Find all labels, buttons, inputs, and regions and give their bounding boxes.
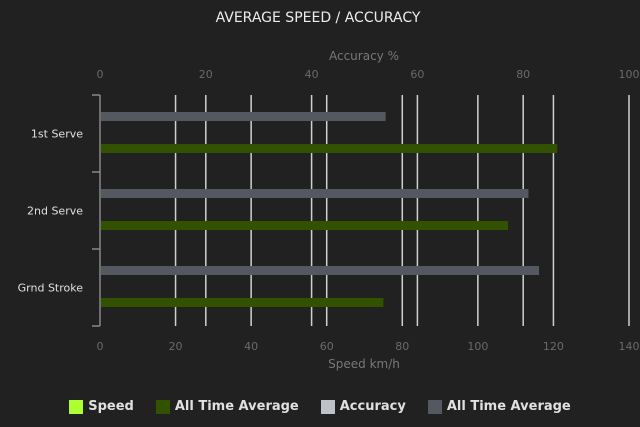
legend-swatch — [427, 399, 442, 414]
legend-item-accuracy-avg[interactable]: All Time Average — [427, 399, 571, 414]
legend-label: All Time Average — [174, 399, 299, 414]
bottom-tick-label: 140 — [619, 340, 640, 353]
category-label: 2nd Serve — [27, 205, 83, 218]
bar-accuracy-average — [101, 266, 540, 275]
legend-label: Speed — [88, 399, 134, 414]
category-label: 1st Serve — [31, 128, 83, 141]
top-axis-label: Accuracy % — [329, 49, 399, 63]
bottom-tick-label: 60 — [320, 340, 334, 353]
legend-swatch — [155, 399, 170, 414]
bottom-tick-label: 80 — [395, 340, 409, 353]
legend-label: Accuracy — [339, 399, 406, 414]
bar-speed-average — [101, 221, 509, 230]
bar-accuracy-average — [101, 189, 529, 198]
top-tick-label: 60 — [410, 68, 424, 81]
bottom-tick-label: 120 — [543, 340, 564, 353]
legend-swatch — [320, 399, 335, 414]
bottom-tick-label: 40 — [244, 340, 258, 353]
top-tick-label: 0 — [97, 68, 104, 81]
category-label: Grnd Stroke — [18, 282, 84, 295]
top-tick-label: 20 — [199, 68, 213, 81]
legend: Speed All Time Average Accuracy All Time… — [0, 399, 640, 414]
bottom-tick-label: 20 — [169, 340, 183, 353]
legend-item-speed-avg[interactable]: All Time Average — [155, 399, 299, 414]
legend-item-accuracy[interactable]: Accuracy — [320, 399, 406, 414]
legend-item-speed[interactable]: Speed — [69, 399, 134, 414]
chart-title: AVERAGE SPEED / ACCURACY — [216, 10, 421, 26]
bar-speed-average — [101, 298, 384, 307]
bottom-tick-label: 0 — [97, 340, 104, 353]
bottom-axis-label: Speed km/h — [328, 357, 400, 371]
bar-speed-average — [101, 144, 558, 153]
legend-swatch — [69, 399, 84, 414]
legend-label: All Time Average — [446, 399, 571, 414]
top-tick-label: 80 — [516, 68, 530, 81]
top-tick-label: 40 — [305, 68, 319, 81]
bar-accuracy-average — [101, 112, 386, 121]
top-tick-label: 100 — [619, 68, 640, 81]
bottom-tick-label: 100 — [467, 340, 488, 353]
